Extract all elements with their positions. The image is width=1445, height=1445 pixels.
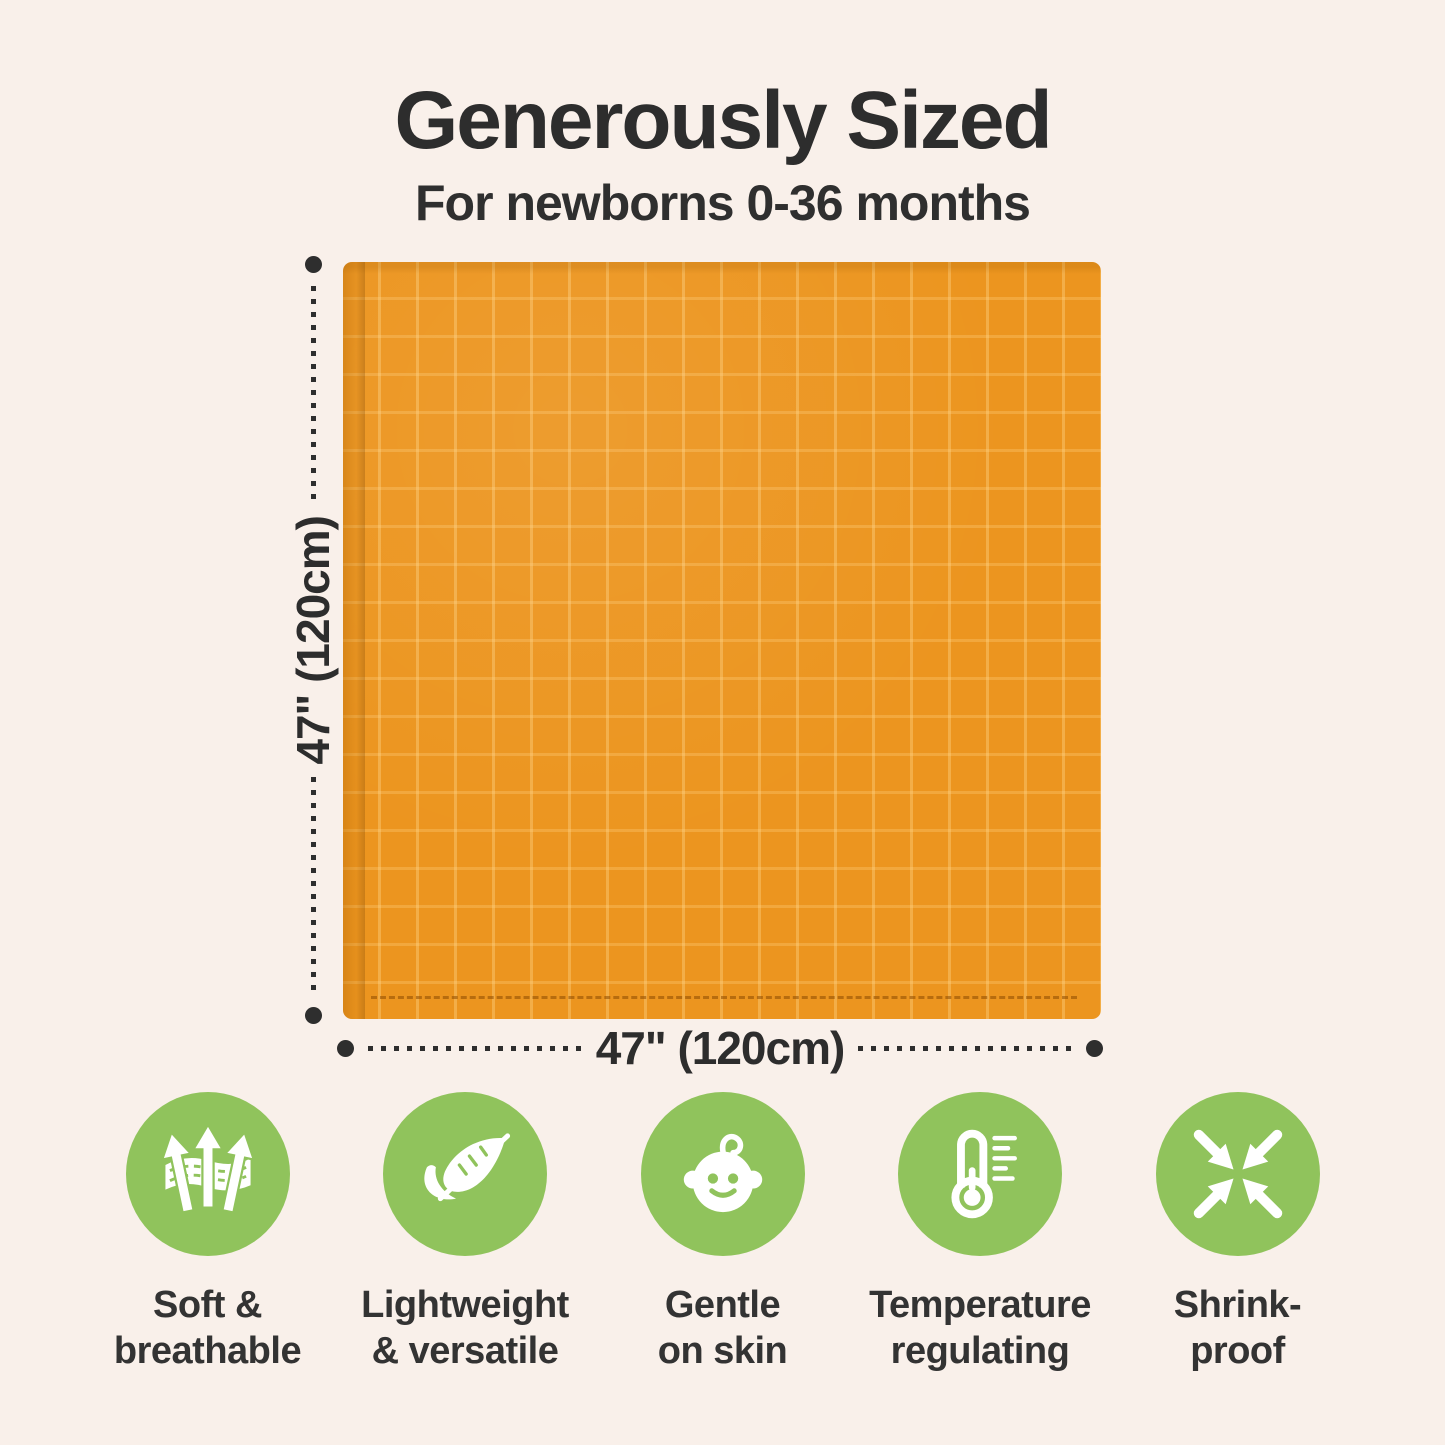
page-subtitle: For newborns 0-36 months (415, 175, 1031, 232)
thermometer-icon (951, 1129, 1017, 1219)
dimension-endpoint-dot (304, 256, 322, 273)
feature-label: Temperature regulating (869, 1282, 1091, 1375)
feature-label-line: regulating (890, 1330, 1070, 1373)
width-dimension: 47" (120cm) (337, 1022, 1104, 1074)
feature-label-line: & versatile (371, 1330, 559, 1373)
feather-icon (424, 1133, 511, 1202)
feature-temperature-regulating: Temperature regulating (858, 1092, 1103, 1375)
feature-circle (898, 1092, 1062, 1256)
feature-label-line: Gentle (664, 1284, 781, 1326)
feature-gentle-on-skin: Gentle on skin (600, 1092, 845, 1375)
shrink-arrows-icon (1182, 1118, 1294, 1230)
feature-label: Gentle on skin (658, 1282, 788, 1375)
feature-label: Lightweight & versatile (361, 1282, 569, 1375)
feature-label-line: breathable (113, 1330, 302, 1373)
feature-circle (383, 1092, 547, 1256)
feature-circle (640, 1092, 805, 1256)
feature-circle (1155, 1092, 1320, 1256)
dotted-line (368, 1045, 582, 1051)
dotted-line (310, 777, 316, 995)
feature-shrink-proof: Shrink- proof (1115, 1092, 1360, 1375)
feature-label-line: Temperature (869, 1284, 1091, 1326)
blanket-image (343, 262, 1101, 1019)
height-dimension-label: 47" (120cm) (287, 515, 339, 765)
feature-label: Shrink- proof (1173, 1282, 1302, 1375)
feature-soft-breathable: Soft & breathable (85, 1092, 330, 1375)
feature-label-line: Lightweight (361, 1284, 569, 1326)
dimension-endpoint-dot (304, 1007, 322, 1025)
feature-label: Soft & breathable (113, 1282, 302, 1375)
feature-circle (125, 1092, 290, 1256)
feature-label-line: Shrink- (1173, 1284, 1302, 1326)
dotted-line (310, 286, 316, 503)
width-dimension-label: 47" (120cm) (595, 1022, 846, 1074)
baby-face-icon (683, 1133, 762, 1213)
feature-label-line: on skin (657, 1330, 788, 1373)
dotted-line (858, 1045, 1073, 1051)
feature-label-line: proof (1190, 1330, 1285, 1373)
features-row: Soft & breathable Lightweigh (0, 1092, 1445, 1375)
feature-lightweight-versatile: Lightweight & versatile (343, 1092, 588, 1375)
dimension-endpoint-dot (1086, 1039, 1104, 1057)
feature-label-line: Soft & (153, 1284, 262, 1326)
height-dimension: 47" (120cm) (287, 256, 339, 1025)
breathable-fabric-icon (160, 1122, 255, 1214)
page-title: Generously Sized (394, 75, 1052, 166)
header: Generously Sized For newborns 0-36 month… (0, 75, 1445, 232)
dimension-endpoint-dot (337, 1039, 354, 1057)
